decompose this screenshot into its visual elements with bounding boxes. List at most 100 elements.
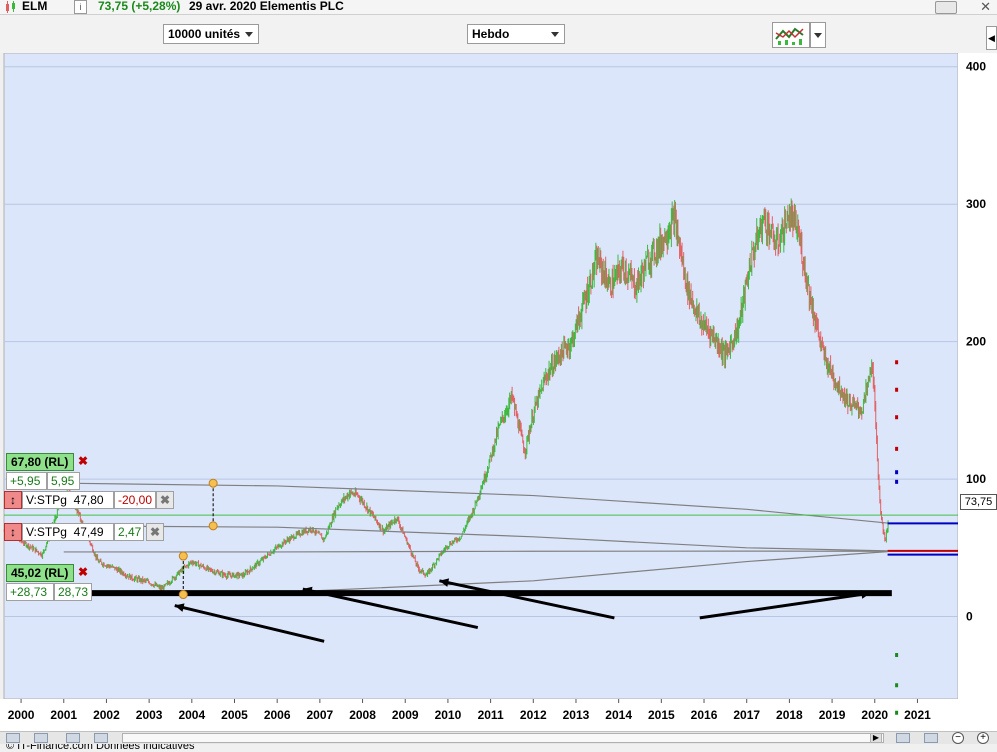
- period-select[interactable]: Hebdo: [467, 24, 565, 44]
- order-marker: [895, 387, 899, 392]
- candlestick-icon: [6, 1, 15, 13]
- order-marker: [895, 470, 899, 475]
- chart-area[interactable]: 400 300 200 100 0 2000 2001 2002 2003 2004 2005 200…: [0, 53, 997, 752]
- handle-point: [178, 590, 188, 600]
- units-select-value: 10000 unités: [168, 27, 241, 41]
- x-tick-label: 2019: [819, 708, 846, 722]
- x-tick-label: 2015: [648, 708, 675, 722]
- stop2-drag-handle[interactable]: ↕: [4, 523, 22, 541]
- percent-view-icon[interactable]: [34, 733, 48, 743]
- x-tick-label: 2003: [136, 708, 163, 722]
- stop1-info: V:STPg 47,80: [22, 491, 114, 509]
- x-tick-label: 2014: [605, 708, 632, 722]
- target-order-price[interactable]: 67,80 (RL): [6, 453, 74, 471]
- order-marker: [895, 479, 899, 484]
- entry-diff-2: 28,73: [54, 583, 92, 601]
- indicators-button[interactable]: [772, 22, 810, 48]
- price-chart[interactable]: 400 300 200 100 0 2000 2001 2002 2003 2004 2005 200…: [0, 53, 997, 731]
- arrow-head: [860, 590, 871, 599]
- x-tick-label: 2012: [520, 708, 547, 722]
- info-icon[interactable]: i: [74, 0, 87, 14]
- handle-point: [208, 521, 218, 531]
- stop1-diff: -20,00: [114, 491, 156, 509]
- annotation-arrow: [699, 591, 871, 620]
- y-axis-panel: [958, 53, 997, 699]
- chevron-down-icon: [245, 32, 253, 37]
- zoom-in-icon[interactable]: +: [977, 732, 989, 744]
- annotation-arrow: [302, 587, 479, 629]
- order-marker: [895, 415, 899, 420]
- zoom-out-icon[interactable]: −: [952, 732, 964, 744]
- trend-curve: [63, 525, 888, 552]
- units-select[interactable]: 10000 unités: [163, 24, 259, 44]
- y-tick-label: 0: [966, 610, 973, 624]
- arrow-head: [174, 603, 185, 612]
- x-tick-label: 2010: [435, 708, 462, 722]
- close-icon[interactable]: ✕: [980, 0, 991, 14]
- horizontal-scrollbar[interactable]: [122, 733, 884, 743]
- x-tick-label: 2004: [178, 708, 205, 722]
- bottom-toolbar: ◀ ▶ − +: [0, 731, 997, 744]
- entry-diff-1: +28,73: [6, 583, 54, 601]
- x-tick-label: 2007: [307, 708, 334, 722]
- x-tick-label: 2001: [50, 708, 77, 722]
- quote-label: 73,75 (+5,28%): [98, 0, 181, 13]
- layout-icon[interactable]: [924, 733, 938, 743]
- annotation-arrow: [439, 579, 615, 620]
- x-tick-label: 2005: [221, 708, 248, 722]
- x-tick-label: 2009: [392, 708, 419, 722]
- stop1-drag-handle[interactable]: ↕: [4, 491, 22, 509]
- trend-curve: [63, 482, 888, 524]
- candles-view-icon[interactable]: [6, 733, 20, 743]
- order-marker: [895, 446, 899, 451]
- ticker-label: ELM: [22, 0, 48, 13]
- stop2-price: 47,49: [73, 525, 104, 539]
- fit-view-icon[interactable]: [896, 733, 910, 743]
- trend-curve: [63, 550, 888, 553]
- target-diff-1: +5,95: [6, 472, 47, 490]
- stop1-price: 47,80: [73, 493, 104, 507]
- stop1-label: V:STPg: [26, 493, 67, 507]
- target-order-close-icon[interactable]: ✖: [77, 454, 89, 468]
- x-tick-label: 2017: [733, 708, 760, 722]
- grid-view-icon[interactable]: [66, 733, 80, 743]
- arrow-head: [302, 586, 313, 596]
- period-select-value: Hebdo: [472, 27, 510, 41]
- handle-point: [178, 551, 188, 561]
- stop2-info: V:STPg 47,49: [22, 523, 114, 541]
- stop2-close-icon[interactable]: ✖: [146, 523, 164, 541]
- x-tick-label: 2000: [8, 708, 35, 722]
- stop2-label: V:STPg: [26, 525, 67, 539]
- x-tick-label: 2002: [93, 708, 120, 722]
- title-bar: ELM i 73,75 (+5,28%) 29 avr. 2020 Elemen…: [0, 0, 997, 15]
- keyboard-icon[interactable]: [935, 1, 957, 14]
- stop1-close-icon[interactable]: ✖: [156, 491, 174, 509]
- chevron-down-icon: [814, 33, 822, 38]
- x-tick-label: 2021: [904, 708, 931, 722]
- target-diff-2: 5,95: [47, 472, 80, 490]
- chevron-down-icon: [551, 32, 559, 37]
- stop2-diff: 2,47: [114, 523, 144, 541]
- indicators-icon: [775, 27, 804, 45]
- side-panel-toggle[interactable]: ◀: [986, 26, 997, 50]
- indicators-dropdown[interactable]: [810, 22, 826, 48]
- x-tick-label: 2008: [349, 708, 376, 722]
- entry-order-price[interactable]: 45,02 (RL): [6, 564, 74, 582]
- handle-point: [208, 478, 218, 488]
- y-tick-label: 100: [966, 472, 986, 486]
- entry-order-close-icon[interactable]: ✖: [77, 565, 89, 579]
- x-tick-label: 2016: [691, 708, 718, 722]
- order-marker: [895, 360, 899, 365]
- scroll-right-button[interactable]: ▶: [870, 733, 882, 743]
- y-tick-label: 400: [966, 60, 986, 74]
- current-price-label: 73,75: [960, 494, 997, 510]
- x-tick-label: 2018: [776, 708, 803, 722]
- order-marker: [895, 683, 899, 688]
- x-tick-label: 2020: [861, 708, 888, 722]
- annotation-arrow: [174, 604, 325, 643]
- x-tick-label: 2006: [264, 708, 291, 722]
- compare-view-icon[interactable]: [94, 733, 108, 743]
- x-axis-panel: [0, 699, 997, 731]
- arrow-head: [439, 578, 450, 587]
- y-tick-label: 300: [966, 197, 986, 211]
